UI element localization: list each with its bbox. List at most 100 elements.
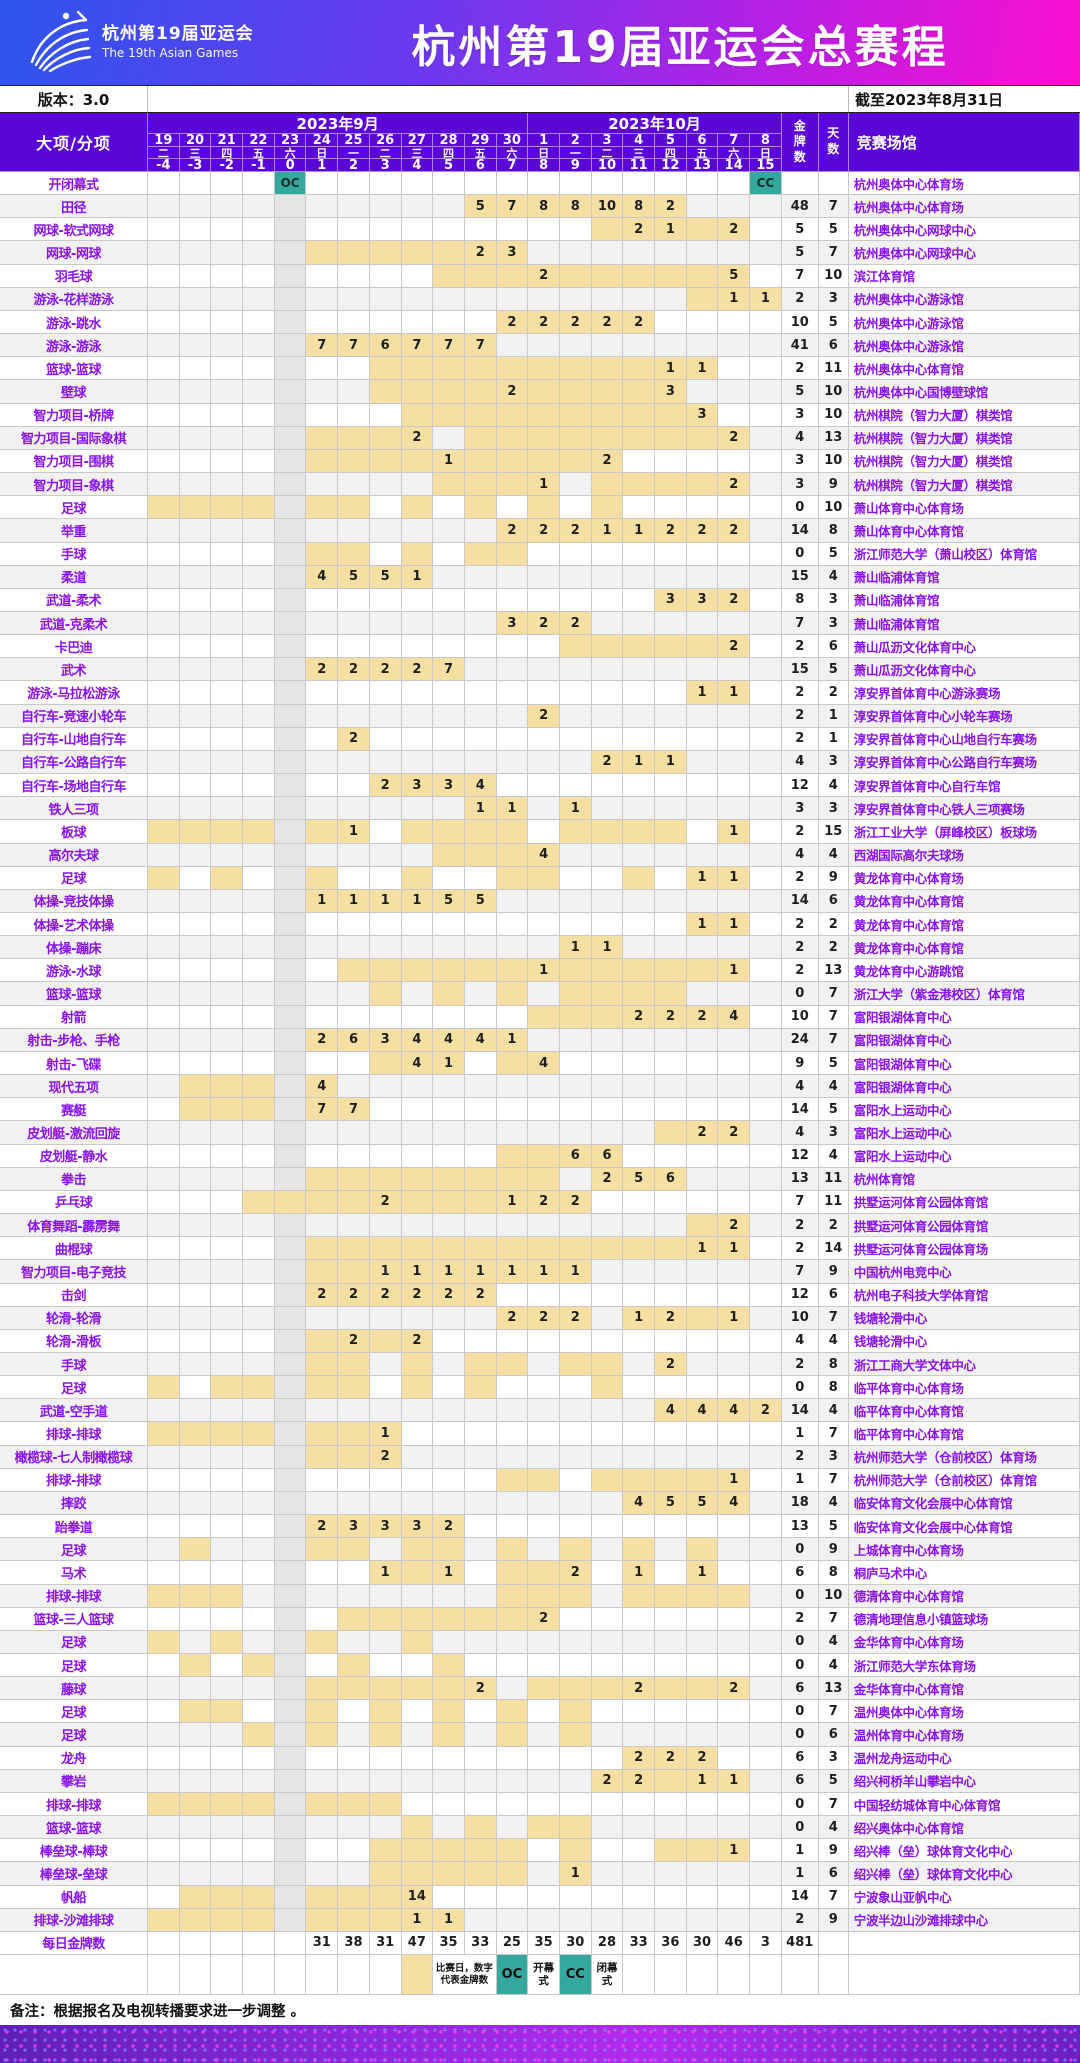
competition-day-cell xyxy=(369,1885,402,1909)
schedule-cell xyxy=(433,704,465,728)
schedule-cell xyxy=(591,1422,624,1446)
daily-gold-value: 47 xyxy=(401,1931,434,1956)
legend-cc-label: 闭幕式 xyxy=(591,1955,624,1996)
gold-count-cell: 1 xyxy=(496,1260,529,1284)
schedule-cell xyxy=(306,681,339,705)
daynumber-header: 11 xyxy=(623,158,655,173)
schedule-cell xyxy=(369,1769,402,1793)
competition-day-cell xyxy=(559,1005,592,1029)
gold-count-cell: 3 xyxy=(686,403,719,427)
days-total: 5 xyxy=(818,1769,849,1793)
competition-day-cell xyxy=(401,1376,434,1400)
schedule-cell xyxy=(591,1561,624,1585)
venue-label: 黄龙体育中心游跳馆 xyxy=(848,959,1080,983)
schedule-cell xyxy=(243,1769,275,1793)
schedule-row: 足球 0 4 浙江师范大学东体育场 xyxy=(0,1654,1080,1678)
competition-day-cell xyxy=(148,1422,180,1446)
competition-day-cell xyxy=(211,1630,244,1654)
schedule-cell xyxy=(401,1005,434,1029)
sport-label: 帆船 xyxy=(0,1885,148,1909)
schedule-cell xyxy=(274,1075,307,1099)
schedule-cell xyxy=(148,1468,180,1492)
competition-day-cell xyxy=(179,1422,212,1446)
daynumber-header: -3 xyxy=(179,158,212,173)
schedule-cell xyxy=(623,1422,655,1446)
schedule-cell xyxy=(433,588,465,612)
competition-day-cell xyxy=(591,959,624,983)
competition-day-cell xyxy=(306,1190,339,1215)
legend-empty-cell xyxy=(338,1955,370,1996)
schedule-cell xyxy=(338,1468,370,1492)
schedule-cell xyxy=(718,982,751,1006)
schedule-cell xyxy=(274,310,307,335)
competition-day-cell xyxy=(496,959,529,983)
days-total: 7 xyxy=(818,1792,849,1817)
days-total xyxy=(818,1931,849,1956)
schedule-cell xyxy=(274,426,307,450)
sport-label: 智力项目-电子竞技 xyxy=(0,1260,148,1284)
competition-day-cell xyxy=(464,496,497,520)
sport-label: 游泳-游泳 xyxy=(0,334,148,358)
schedule-cell xyxy=(274,264,307,288)
schedule-cell xyxy=(179,1630,212,1654)
competition-day-cell xyxy=(338,1445,370,1469)
competition-day-cell xyxy=(338,1376,370,1400)
schedule-cell xyxy=(433,1468,465,1492)
gold-total: 2 xyxy=(781,1445,819,1469)
competition-day-cell xyxy=(559,635,592,659)
days-total: 1 xyxy=(818,727,849,751)
schedule-cell xyxy=(623,172,655,196)
schedule-cell xyxy=(274,403,307,427)
legend-cc-swatch: CC xyxy=(559,1955,592,1996)
competition-day-cell xyxy=(686,1468,719,1492)
schedule-cell xyxy=(148,1329,180,1353)
schedule-row: 武道-空手道 4 4 4 2 14 4 临平体育中心体育馆 xyxy=(0,1399,1080,1423)
schedule-cell xyxy=(211,1167,244,1191)
competition-day-cell xyxy=(338,449,370,474)
schedule-cell xyxy=(686,774,719,798)
schedule-cell xyxy=(496,1121,529,1145)
schedule-cell xyxy=(686,449,719,474)
competition-day-cell xyxy=(433,843,465,867)
competition-day-cell xyxy=(243,1885,275,1909)
schedule-cell xyxy=(559,750,592,775)
competition-day-cell xyxy=(464,426,497,450)
schedule-cell xyxy=(686,1283,719,1307)
daily-gold-value: 25 xyxy=(496,1931,529,1956)
schedule-cell xyxy=(750,519,782,543)
schedule-row: 轮滑-轮滑 2 2 2 1 2 1 10 7 钱塘轮滑中心 xyxy=(0,1306,1080,1330)
schedule-cell xyxy=(211,704,244,728)
schedule-cell xyxy=(559,727,592,751)
schedule-cell xyxy=(750,913,782,937)
schedule-cell xyxy=(306,843,339,867)
competition-day-cell xyxy=(401,820,434,844)
schedule-cell xyxy=(464,1121,497,1145)
schedule-cell xyxy=(433,1075,465,1099)
schedule-cell xyxy=(148,241,180,265)
schedule-cell xyxy=(211,1445,244,1469)
schedule-cell xyxy=(750,1445,782,1469)
days-total: 5 xyxy=(818,542,849,566)
schedule-cell xyxy=(243,195,275,219)
schedule-cell xyxy=(211,426,244,450)
schedule-cell xyxy=(243,473,275,497)
schedule-row: 足球 1 1 2 9 黄龙体育中心体育场 xyxy=(0,866,1080,890)
schedule-cell xyxy=(623,1885,655,1909)
schedule-cell xyxy=(750,1515,782,1539)
competition-day-cell xyxy=(401,449,434,474)
venue-label: 富阳水上运动中心 xyxy=(848,1098,1080,1122)
gold-count-cell: 4 xyxy=(718,1399,751,1423)
schedule-cell xyxy=(148,658,180,682)
gold-count-cell: 5 xyxy=(433,889,465,913)
schedule-cell xyxy=(274,1005,307,1029)
schedule-cell xyxy=(718,936,751,960)
competition-day-cell xyxy=(655,820,687,844)
competition-day-cell xyxy=(559,1352,592,1377)
gold-total: 2 xyxy=(781,287,819,311)
schedule-cell xyxy=(148,913,180,937)
competition-day-cell xyxy=(243,1723,275,1747)
schedule-cell xyxy=(591,681,624,705)
schedule-cell xyxy=(464,1051,497,1076)
schedule-cell xyxy=(243,750,275,775)
competition-day-cell xyxy=(148,1908,180,1932)
